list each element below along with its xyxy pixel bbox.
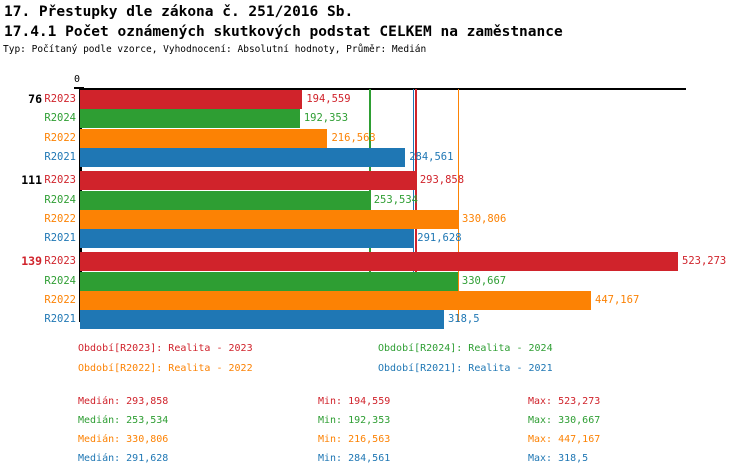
bar-R2024-111[interactable] xyxy=(80,190,370,210)
stat-median-R2023: Medián: 293,858 xyxy=(78,396,169,407)
bar-R2023-139[interactable] xyxy=(80,252,678,272)
bar-value-R2022-111: 330,806 xyxy=(462,212,507,225)
group-label-76: 76 xyxy=(28,92,42,106)
stat-max-R2023: Max: 523,273 xyxy=(528,396,601,407)
stat-median-R2024: Medián: 253,534 xyxy=(78,415,169,426)
bar-value-R2023-76: 194,559 xyxy=(306,93,351,105)
top-rule-line xyxy=(80,88,686,90)
bar-value-R2021-111: 291,628 xyxy=(417,232,462,245)
legend-item-R2023[interactable]: Období[R2023]: Realita - 2023 xyxy=(78,343,253,354)
bar-value-R2024-111: 253,534 xyxy=(373,193,418,206)
bar-value-R2023-139: 523,273 xyxy=(682,255,727,268)
stat-max-R2024: Max: 330,667 xyxy=(528,415,601,426)
row-tick-R2023-139: R2023 xyxy=(44,255,76,268)
row-tick-R2022-139: R2022 xyxy=(44,294,76,306)
stat-median-R2021: Medián: 291,628 xyxy=(78,453,169,464)
page-title-line1: 17. Přestupky dle zákona č. 251/2016 Sb. xyxy=(4,4,354,20)
row-tick-R2024-111: R2024 xyxy=(44,193,76,206)
row-tick-R2021-111: R2021 xyxy=(44,232,76,245)
stat-median-R2022: Medián: 330,806 xyxy=(78,434,169,445)
row-tick-R2022-111: R2022 xyxy=(44,212,76,225)
bar-R2024-76[interactable] xyxy=(80,109,300,129)
bar-value-R2023-111: 293,858 xyxy=(419,174,465,187)
row-tick-R2024-139: R2024 xyxy=(44,274,76,287)
stat-min-R2022: Min: 216,563 xyxy=(318,434,391,445)
bar-R2022-111[interactable] xyxy=(80,209,459,229)
row-tick-R2024-76: R2024 xyxy=(44,112,76,125)
legend-item-R2024[interactable]: Období[R2024]: Realita - 2024 xyxy=(378,343,553,354)
stat-min-R2024: Min: 192,353 xyxy=(318,415,391,426)
median-line-R2023 xyxy=(415,89,417,322)
median-line-R2021 xyxy=(412,89,415,322)
bar-value-R2022-139: 447,167 xyxy=(595,294,640,306)
page-title-line2: 17.4.1 Počet oznámených skutkových podst… xyxy=(4,24,563,40)
bar-R2024-139[interactable] xyxy=(80,271,458,291)
bar-R2021-76[interactable] xyxy=(80,147,406,167)
bar-value-R2024-139: 330,667 xyxy=(461,274,507,287)
bar-R2022-139[interactable] xyxy=(80,291,592,310)
row-tick-R2023-111: R2023 xyxy=(44,174,76,187)
group-label-111: 111 xyxy=(21,173,42,188)
stat-max-R2021: Max: 318,5 xyxy=(528,453,589,464)
group-label-139: 139 xyxy=(21,254,42,269)
stat-max-R2022: Max: 447,167 xyxy=(528,434,601,445)
row-tick-R2023-76: R2023 xyxy=(44,93,76,105)
row-tick-R2022-76: R2022 xyxy=(44,131,76,144)
bar-R2023-111[interactable] xyxy=(80,171,416,191)
bar-value-R2024-76: 192,353 xyxy=(303,112,349,125)
stat-min-R2021: Min: 284,561 xyxy=(318,453,391,464)
median-line-R2024 xyxy=(369,89,371,322)
bar-value-R2021-76: 284,561 xyxy=(409,150,454,163)
bar-R2022-76[interactable] xyxy=(80,128,328,148)
bar-chart-plot: 0 76 R2023 194,559 R2024 192,353 R2022 216,563… xyxy=(21,74,727,330)
legend-item-R2021[interactable]: Období[R2021]: Realita - 2021 xyxy=(378,363,553,374)
bar-value-R2022-76: 216,563 xyxy=(331,131,376,144)
bar-R2023-76[interactable] xyxy=(80,90,303,109)
bar-R2021-139[interactable] xyxy=(80,310,444,330)
legend-item-R2022[interactable]: Období[R2022]: Realita - 2022 xyxy=(78,363,253,374)
median-line-R2022 xyxy=(457,89,459,322)
row-tick-R2021-139: R2021 xyxy=(44,313,76,326)
row-tick-R2021-76: R2021 xyxy=(44,150,76,163)
stat-min-R2023: Min: 194,559 xyxy=(318,396,391,407)
bar-R2021-111[interactable] xyxy=(80,229,414,249)
zero-tick xyxy=(74,87,84,89)
page-subtitle: Typ: Počítaný podle vzorce, Vyhodnocení:… xyxy=(3,44,427,55)
axis-zero-label: 0 xyxy=(74,74,81,85)
bar-value-R2021-139: 318,5 xyxy=(447,313,480,326)
